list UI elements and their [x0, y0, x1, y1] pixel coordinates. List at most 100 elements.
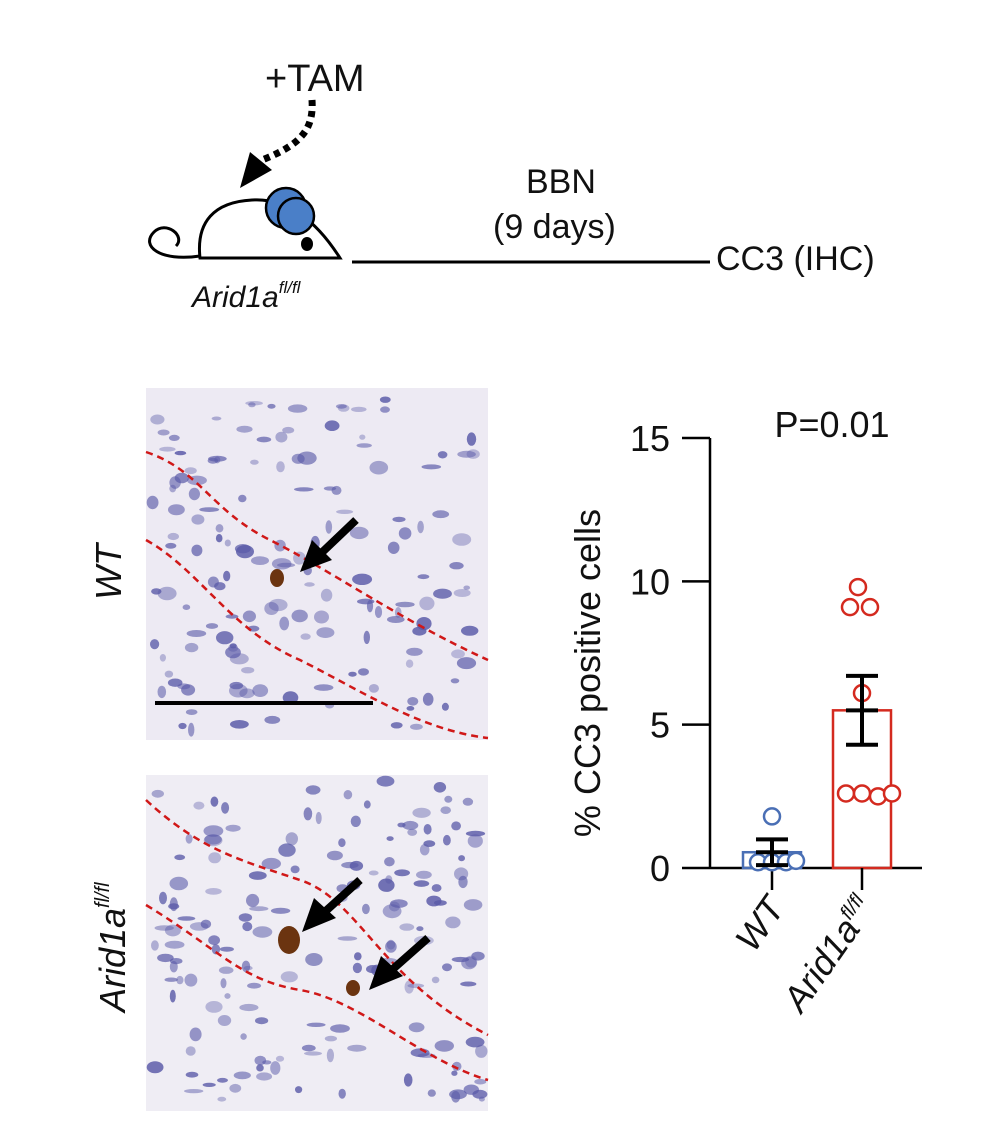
nucleus — [230, 720, 249, 729]
nucleus — [216, 631, 234, 645]
data-point — [836, 784, 856, 803]
nucleus — [422, 692, 434, 706]
nucleus — [203, 825, 224, 837]
nucleus — [349, 860, 364, 871]
nucleus — [215, 524, 224, 533]
nucleus — [386, 836, 394, 841]
nucleus — [461, 956, 477, 970]
nucleus — [313, 684, 334, 691]
nucleus — [463, 899, 483, 911]
nucleus — [159, 654, 166, 662]
nucleus — [218, 966, 234, 974]
nucleus — [233, 1071, 251, 1080]
nucleus — [174, 854, 186, 861]
nucleus — [390, 722, 403, 729]
nucleus — [416, 870, 432, 879]
nucleus — [252, 926, 273, 938]
nucleus — [242, 921, 253, 932]
nucleus — [474, 1078, 487, 1085]
nucleus — [185, 834, 193, 844]
nucleus — [343, 790, 353, 800]
nucleus — [356, 443, 372, 448]
nucleus — [324, 1035, 337, 1042]
nucleus — [362, 903, 370, 915]
nucleus — [186, 630, 207, 637]
nucleus — [165, 542, 177, 549]
nucleus — [164, 670, 174, 678]
nucleus — [167, 532, 179, 541]
nucleus — [249, 906, 269, 912]
nucleus — [211, 944, 221, 955]
nucleus — [451, 821, 461, 831]
nucleus — [211, 416, 222, 421]
nucleus — [252, 684, 269, 697]
nucleus — [335, 404, 347, 409]
nucleus — [188, 487, 200, 501]
nucleus — [458, 875, 468, 889]
nucleus — [256, 1064, 264, 1072]
nucleus — [398, 527, 412, 540]
tam-arrowhead — [240, 152, 272, 188]
nucleus — [151, 940, 159, 951]
nucleus — [236, 425, 253, 433]
nucleus — [245, 401, 263, 406]
nucleus — [220, 978, 227, 989]
nucleus — [389, 901, 400, 912]
nucleus — [278, 843, 296, 857]
nucleus — [154, 925, 174, 931]
nucleus — [150, 414, 165, 425]
nucleus — [177, 916, 196, 921]
nucleus — [204, 834, 222, 845]
nucleus — [193, 801, 205, 810]
nucleus — [185, 1071, 199, 1078]
nucleus — [184, 642, 199, 653]
y-tick-label: 5 — [650, 705, 670, 746]
nucleus — [267, 403, 276, 409]
nucleus — [256, 1072, 273, 1081]
nucleus — [188, 722, 195, 737]
nucleus — [185, 709, 198, 715]
row-label-arid1a: Arid1afl/fl — [92, 882, 134, 1012]
nucleus — [454, 867, 469, 881]
nucleus — [406, 706, 415, 711]
nucleus — [242, 610, 256, 623]
nucleus — [215, 534, 223, 543]
nucleus — [174, 450, 187, 456]
nucleus — [229, 1083, 242, 1093]
nucleus — [433, 588, 452, 599]
nucleus — [223, 570, 231, 582]
nucleus — [264, 715, 281, 724]
nucleus — [368, 684, 379, 693]
nucleus — [368, 870, 379, 876]
nucleus — [225, 614, 239, 619]
nucleus — [395, 601, 415, 608]
y-tick-label: 15 — [630, 418, 670, 459]
nucleus — [301, 1044, 316, 1052]
nucleus — [337, 404, 350, 412]
nucleus — [169, 876, 189, 891]
nucleus — [320, 588, 333, 602]
nucleus — [423, 824, 432, 835]
x-tick-label-sup: fl/fl — [836, 890, 869, 924]
arrow-icon — [300, 540, 332, 572]
nucleus — [363, 800, 371, 809]
nucleus — [275, 1055, 285, 1062]
data-point — [852, 784, 872, 803]
arrow-icon — [369, 956, 403, 990]
nucleus — [330, 1024, 350, 1033]
nucleus — [392, 516, 406, 523]
nucleus — [452, 1061, 462, 1071]
nucleus — [239, 688, 255, 699]
nucleus — [214, 582, 226, 591]
nucleus — [184, 467, 197, 475]
nucleus — [157, 685, 167, 699]
nucleus — [405, 659, 414, 668]
nucleus — [352, 573, 373, 585]
nucleus — [336, 509, 354, 514]
nucleus — [380, 406, 390, 413]
nucleus — [205, 888, 222, 895]
nucleus — [323, 486, 337, 491]
tam-arrow — [260, 99, 316, 164]
nucleus — [399, 923, 415, 931]
nucleus — [200, 919, 212, 929]
